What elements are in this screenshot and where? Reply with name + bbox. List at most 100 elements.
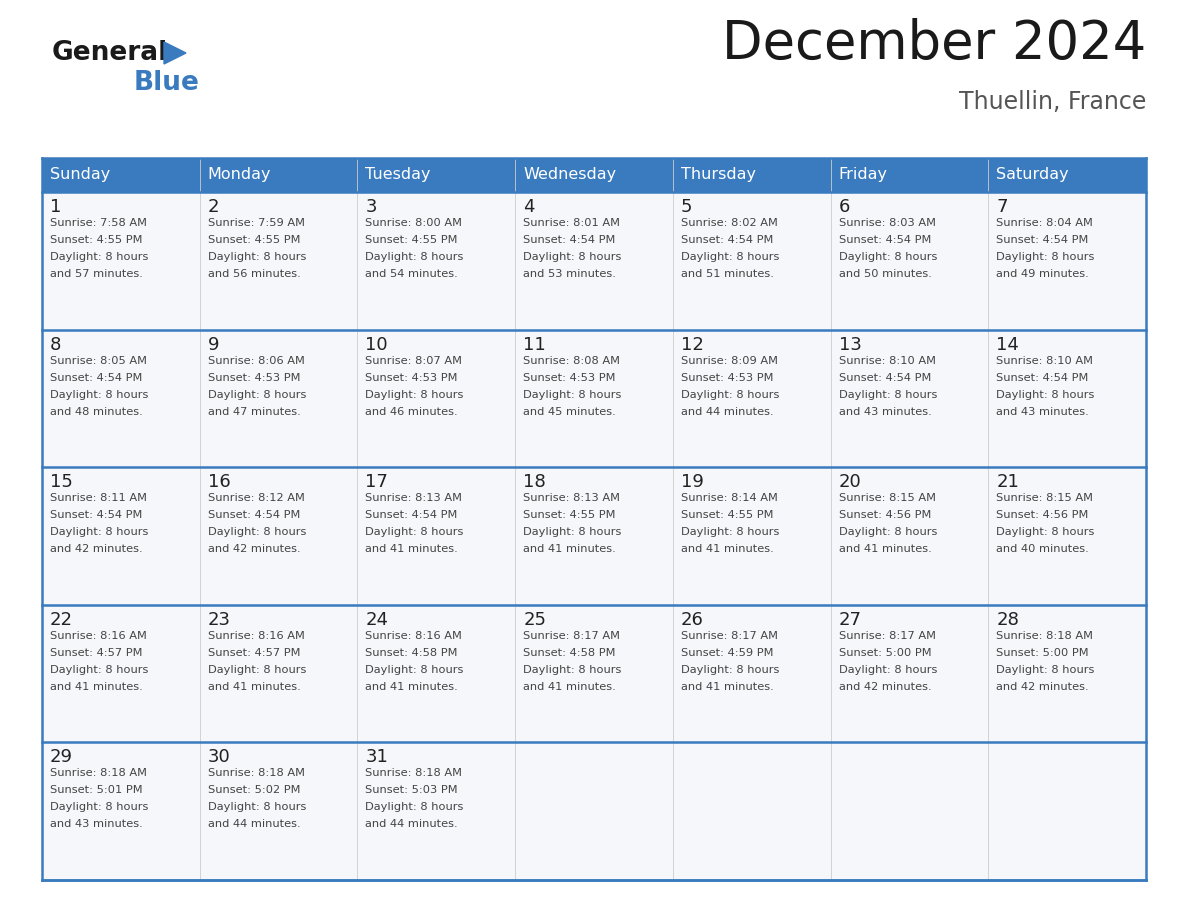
- Text: Sunset: 5:00 PM: Sunset: 5:00 PM: [997, 648, 1089, 658]
- Text: Sunrise: 8:01 AM: Sunrise: 8:01 AM: [523, 218, 620, 228]
- Text: Sunset: 4:55 PM: Sunset: 4:55 PM: [681, 510, 773, 521]
- Text: Sunrise: 8:07 AM: Sunrise: 8:07 AM: [366, 355, 462, 365]
- Text: Daylight: 8 hours: Daylight: 8 hours: [366, 527, 463, 537]
- Text: Sunset: 4:55 PM: Sunset: 4:55 PM: [208, 235, 301, 245]
- Text: Sunset: 4:54 PM: Sunset: 4:54 PM: [839, 373, 931, 383]
- FancyBboxPatch shape: [358, 158, 516, 192]
- Text: Sunrise: 8:11 AM: Sunrise: 8:11 AM: [50, 493, 147, 503]
- Text: 17: 17: [366, 473, 388, 491]
- Text: Sunrise: 7:59 AM: Sunrise: 7:59 AM: [208, 218, 304, 228]
- Text: Daylight: 8 hours: Daylight: 8 hours: [208, 389, 307, 399]
- Text: Blue: Blue: [134, 70, 200, 96]
- FancyBboxPatch shape: [672, 743, 830, 880]
- Text: Sunset: 4:54 PM: Sunset: 4:54 PM: [997, 373, 1088, 383]
- Text: Sunrise: 8:03 AM: Sunrise: 8:03 AM: [839, 218, 936, 228]
- Text: 25: 25: [523, 610, 546, 629]
- Text: and 40 minutes.: and 40 minutes.: [997, 544, 1089, 554]
- Text: and 56 minutes.: and 56 minutes.: [208, 269, 301, 279]
- Text: and 43 minutes.: and 43 minutes.: [50, 820, 143, 829]
- Text: Daylight: 8 hours: Daylight: 8 hours: [208, 527, 307, 537]
- Text: 8: 8: [50, 336, 62, 353]
- Text: Sunset: 4:53 PM: Sunset: 4:53 PM: [681, 373, 773, 383]
- Text: Daylight: 8 hours: Daylight: 8 hours: [208, 802, 307, 812]
- Text: and 41 minutes.: and 41 minutes.: [50, 682, 143, 692]
- Text: 3: 3: [366, 198, 377, 216]
- Text: Sunset: 5:03 PM: Sunset: 5:03 PM: [366, 786, 459, 795]
- Text: Sunrise: 8:16 AM: Sunrise: 8:16 AM: [50, 631, 147, 641]
- Text: Sunset: 4:54 PM: Sunset: 4:54 PM: [997, 235, 1088, 245]
- Text: and 43 minutes.: and 43 minutes.: [997, 407, 1089, 417]
- Text: Sunset: 5:02 PM: Sunset: 5:02 PM: [208, 786, 301, 795]
- Text: Sunrise: 8:09 AM: Sunrise: 8:09 AM: [681, 355, 778, 365]
- Text: Sunset: 4:54 PM: Sunset: 4:54 PM: [50, 510, 143, 521]
- Text: and 43 minutes.: and 43 minutes.: [839, 407, 931, 417]
- Text: and 53 minutes.: and 53 minutes.: [523, 269, 617, 279]
- FancyBboxPatch shape: [830, 605, 988, 743]
- Text: and 44 minutes.: and 44 minutes.: [366, 820, 459, 829]
- Text: Wednesday: Wednesday: [523, 167, 617, 183]
- Text: Sunset: 5:00 PM: Sunset: 5:00 PM: [839, 648, 931, 658]
- Text: and 42 minutes.: and 42 minutes.: [208, 544, 301, 554]
- FancyBboxPatch shape: [200, 467, 358, 605]
- Text: Tuesday: Tuesday: [366, 167, 431, 183]
- Text: and 42 minutes.: and 42 minutes.: [839, 682, 931, 692]
- FancyBboxPatch shape: [42, 330, 200, 467]
- Text: and 42 minutes.: and 42 minutes.: [997, 682, 1089, 692]
- Text: and 46 minutes.: and 46 minutes.: [366, 407, 459, 417]
- Text: Sunrise: 8:15 AM: Sunrise: 8:15 AM: [997, 493, 1093, 503]
- Text: Sunrise: 8:04 AM: Sunrise: 8:04 AM: [997, 218, 1093, 228]
- Text: Sunday: Sunday: [50, 167, 110, 183]
- Text: and 41 minutes.: and 41 minutes.: [523, 682, 615, 692]
- Text: Thursday: Thursday: [681, 167, 756, 183]
- FancyBboxPatch shape: [516, 330, 672, 467]
- Text: Sunrise: 8:17 AM: Sunrise: 8:17 AM: [523, 631, 620, 641]
- Text: Monday: Monday: [208, 167, 271, 183]
- Text: 16: 16: [208, 473, 230, 491]
- Text: Sunrise: 8:10 AM: Sunrise: 8:10 AM: [839, 355, 936, 365]
- Text: Sunrise: 8:13 AM: Sunrise: 8:13 AM: [523, 493, 620, 503]
- Text: Daylight: 8 hours: Daylight: 8 hours: [523, 527, 621, 537]
- Text: and 41 minutes.: and 41 minutes.: [523, 544, 615, 554]
- FancyBboxPatch shape: [672, 330, 830, 467]
- FancyBboxPatch shape: [672, 467, 830, 605]
- Text: Sunset: 4:55 PM: Sunset: 4:55 PM: [366, 235, 457, 245]
- FancyBboxPatch shape: [830, 330, 988, 467]
- Text: 20: 20: [839, 473, 861, 491]
- FancyBboxPatch shape: [672, 192, 830, 330]
- Text: Sunset: 4:56 PM: Sunset: 4:56 PM: [839, 510, 931, 521]
- Text: and 41 minutes.: and 41 minutes.: [681, 544, 773, 554]
- Text: Sunset: 4:57 PM: Sunset: 4:57 PM: [50, 648, 143, 658]
- Text: Sunrise: 8:08 AM: Sunrise: 8:08 AM: [523, 355, 620, 365]
- Text: 2: 2: [208, 198, 220, 216]
- Text: Daylight: 8 hours: Daylight: 8 hours: [366, 802, 463, 812]
- Text: and 41 minutes.: and 41 minutes.: [681, 682, 773, 692]
- Text: Sunrise: 8:14 AM: Sunrise: 8:14 AM: [681, 493, 778, 503]
- Text: 28: 28: [997, 610, 1019, 629]
- Text: Daylight: 8 hours: Daylight: 8 hours: [997, 389, 1094, 399]
- Text: Sunrise: 8:02 AM: Sunrise: 8:02 AM: [681, 218, 778, 228]
- Text: 13: 13: [839, 336, 861, 353]
- Text: Daylight: 8 hours: Daylight: 8 hours: [681, 665, 779, 675]
- FancyBboxPatch shape: [358, 743, 516, 880]
- FancyBboxPatch shape: [830, 743, 988, 880]
- Text: Sunset: 4:54 PM: Sunset: 4:54 PM: [523, 235, 615, 245]
- Text: Saturday: Saturday: [997, 167, 1069, 183]
- Text: Sunrise: 8:05 AM: Sunrise: 8:05 AM: [50, 355, 147, 365]
- Text: 1: 1: [50, 198, 62, 216]
- Text: Daylight: 8 hours: Daylight: 8 hours: [208, 252, 307, 262]
- Text: 18: 18: [523, 473, 546, 491]
- FancyBboxPatch shape: [200, 605, 358, 743]
- Polygon shape: [164, 42, 187, 64]
- FancyBboxPatch shape: [988, 605, 1146, 743]
- Text: 23: 23: [208, 610, 230, 629]
- FancyBboxPatch shape: [516, 158, 672, 192]
- Text: Sunrise: 8:00 AM: Sunrise: 8:00 AM: [366, 218, 462, 228]
- Text: Daylight: 8 hours: Daylight: 8 hours: [839, 252, 937, 262]
- FancyBboxPatch shape: [830, 467, 988, 605]
- Text: 10: 10: [366, 336, 388, 353]
- Text: 9: 9: [208, 336, 220, 353]
- Text: Daylight: 8 hours: Daylight: 8 hours: [839, 665, 937, 675]
- FancyBboxPatch shape: [42, 158, 200, 192]
- FancyBboxPatch shape: [516, 192, 672, 330]
- Text: Sunrise: 8:06 AM: Sunrise: 8:06 AM: [208, 355, 304, 365]
